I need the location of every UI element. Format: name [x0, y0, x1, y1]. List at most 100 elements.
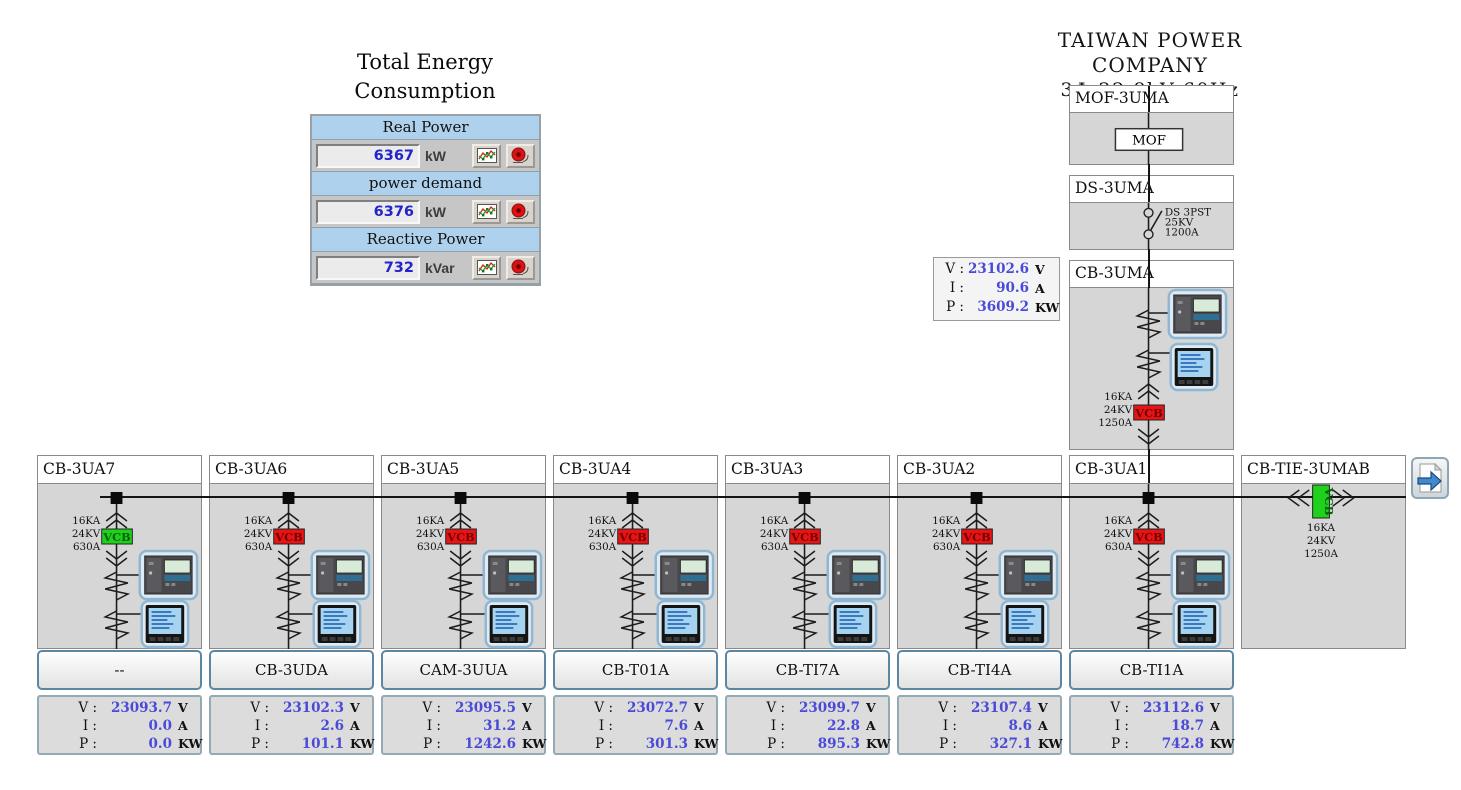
protection-relay-device[interactable] — [1170, 549, 1231, 601]
svg-text:16KA: 16KA — [1307, 522, 1335, 534]
breaker-vcb[interactable]: VCB — [1312, 484, 1336, 519]
tie-bay-diagram: VCB 16KA 24KV 1250A — [1287, 484, 1355, 560]
energy-section-header: Reactive Power — [312, 228, 539, 252]
mof-diagram: MOF — [1114, 113, 1184, 165]
feeder-wire-segment — [1148, 176, 1150, 202]
metering-row-power: P : 101.1 KW — [211, 735, 374, 753]
protection-relay-device[interactable] — [310, 549, 371, 601]
current-label: I : — [254, 718, 269, 734]
voltage-unit: V — [1035, 262, 1045, 277]
voltage-label: V : — [1110, 700, 1129, 716]
protection-relay-device[interactable] — [138, 549, 199, 601]
energy-panel-title: Total Energy Consumption — [305, 48, 545, 106]
energy-section-body: 732 kVar — [312, 252, 539, 284]
protection-relay-device[interactable] — [826, 549, 887, 601]
energy-unit: kW — [425, 147, 446, 164]
protection-relay-device[interactable] — [654, 549, 715, 601]
voltage-unit: V — [1210, 700, 1220, 715]
svg-text:DS 3PST: DS 3PST — [1165, 207, 1211, 219]
feeder-name-button[interactable]: CB-TI7A — [725, 650, 890, 690]
power-meter-device[interactable] — [1169, 342, 1219, 392]
trend-chart-button[interactable] — [472, 199, 501, 224]
voltage-value: 23102.3 — [282, 700, 344, 716]
breaker-vcb[interactable]: VCB — [445, 528, 477, 545]
feeder-name-button[interactable]: CB-T01A — [553, 650, 718, 690]
feeder-name-button[interactable]: CB-3UDA — [209, 650, 374, 690]
feeder-label-row: -- CB-3UDA CAM-3UUA CB-T01A CB-TI7A CB-T… — [37, 650, 1234, 690]
power-unit: KW — [1035, 300, 1060, 315]
svg-text:16KA: 16KA — [932, 515, 960, 527]
energy-unit: kW — [425, 203, 446, 220]
energy-unit: kVar — [425, 259, 455, 276]
breaker-vcb[interactable]: VCB — [617, 528, 649, 545]
power-meter-device[interactable] — [140, 599, 190, 649]
alarm-button[interactable] — [506, 199, 535, 224]
feeder-name-button[interactable]: CB-TI4A — [897, 650, 1062, 690]
svg-text:630A: 630A — [761, 541, 789, 553]
protection-relay-device[interactable] — [1167, 288, 1228, 340]
voltage-unit: V — [350, 700, 360, 715]
next-page-button[interactable] — [1411, 457, 1449, 499]
protection-relay-device[interactable] — [482, 549, 543, 601]
feeder-readings-panel: V : 23107.4 V I : 8.6 A P : 327.1 KW — [897, 695, 1062, 755]
energy-section: Reactive Power 732 kVar — [312, 228, 539, 284]
svg-text:24KV: 24KV — [760, 528, 789, 540]
utility-company: TAIWAN POWER COMPANY — [1057, 28, 1243, 77]
metering-row-voltage: V : 23093.7 V — [39, 699, 200, 717]
power-meter-device[interactable] — [484, 599, 534, 649]
alarm-bell-icon — [511, 147, 529, 163]
breaker-bay: CB-3UA3 16KA 24KV 630A VCB — [725, 455, 890, 649]
power-unit: KW — [1210, 736, 1235, 751]
svg-text:VCB: VCB — [1134, 406, 1163, 420]
power-value: 895.3 — [817, 736, 860, 752]
trend-chart-icon — [476, 204, 497, 219]
voltage-label: V : — [945, 261, 964, 277]
breaker-vcb[interactable]: VCB — [789, 528, 821, 545]
breaker-vcb[interactable]: VCB — [1133, 404, 1165, 421]
protection-relay-device[interactable] — [998, 549, 1059, 601]
feeder-name-button[interactable]: CAM-3UUA — [381, 650, 546, 690]
voltage-unit: V — [866, 700, 876, 715]
next-page-icon — [1417, 462, 1443, 493]
svg-text:1250A: 1250A — [1098, 417, 1132, 429]
metering-row-current: I : 18.7 A — [1071, 717, 1232, 735]
alarm-button[interactable] — [506, 255, 535, 280]
power-label: P : — [939, 736, 957, 752]
trend-chart-button[interactable] — [472, 255, 501, 280]
power-unit: KW — [178, 736, 203, 751]
bay-title: CB-3UA3 — [726, 456, 889, 484]
voltage-value: 23112.6 — [1142, 700, 1204, 716]
bay-diagram: 16KA 24KV 630A VCB — [588, 492, 715, 649]
feeder-name-button[interactable]: CB-TI1A — [1069, 650, 1234, 690]
power-meter-device[interactable] — [828, 599, 878, 649]
breaker-bay: CB-3UA1 16KA 24KV 630A VCB — [1069, 455, 1234, 649]
power-meter-device[interactable] — [1000, 599, 1050, 649]
trend-chart-button[interactable] — [472, 143, 501, 168]
svg-text:24KV: 24KV — [588, 528, 617, 540]
alarm-button[interactable] — [506, 143, 535, 168]
svg-text:16KA: 16KA — [760, 515, 788, 527]
voltage-label: V : — [78, 700, 97, 716]
breaker-vcb[interactable]: VCB — [101, 528, 133, 545]
trend-chart-icon — [476, 260, 497, 275]
bus-bar — [100, 496, 1406, 498]
svg-text:VCB: VCB — [274, 530, 303, 544]
power-meter-device[interactable] — [1172, 599, 1222, 649]
breaker-vcb[interactable]: VCB — [1133, 528, 1165, 545]
current-unit: A — [866, 718, 876, 733]
breaker-vcb[interactable]: VCB — [961, 528, 993, 545]
bus-node — [282, 492, 295, 504]
power-meter-device[interactable] — [312, 599, 362, 649]
disconnect-switch-symbol[interactable] — [1143, 207, 1163, 240]
power-meter-device[interactable] — [656, 599, 706, 649]
voltage-label: V : — [250, 700, 269, 716]
breaker-vcb[interactable]: VCB — [273, 528, 305, 545]
feeder-name-button[interactable]: -- — [37, 650, 202, 690]
current-unit: A — [694, 718, 704, 733]
metering-row-current: I : 7.6 A — [555, 717, 716, 735]
feeder-wire-segment — [1148, 86, 1150, 112]
energy-section: Real Power 6367 kW — [312, 116, 539, 172]
energy-section: power demand 6376 kW — [312, 172, 539, 228]
current-unit: A — [1038, 718, 1048, 733]
tie-breaker-bay: CB-TIE-3UMAB VCB 16KA 24KV 1250A — [1241, 455, 1406, 649]
